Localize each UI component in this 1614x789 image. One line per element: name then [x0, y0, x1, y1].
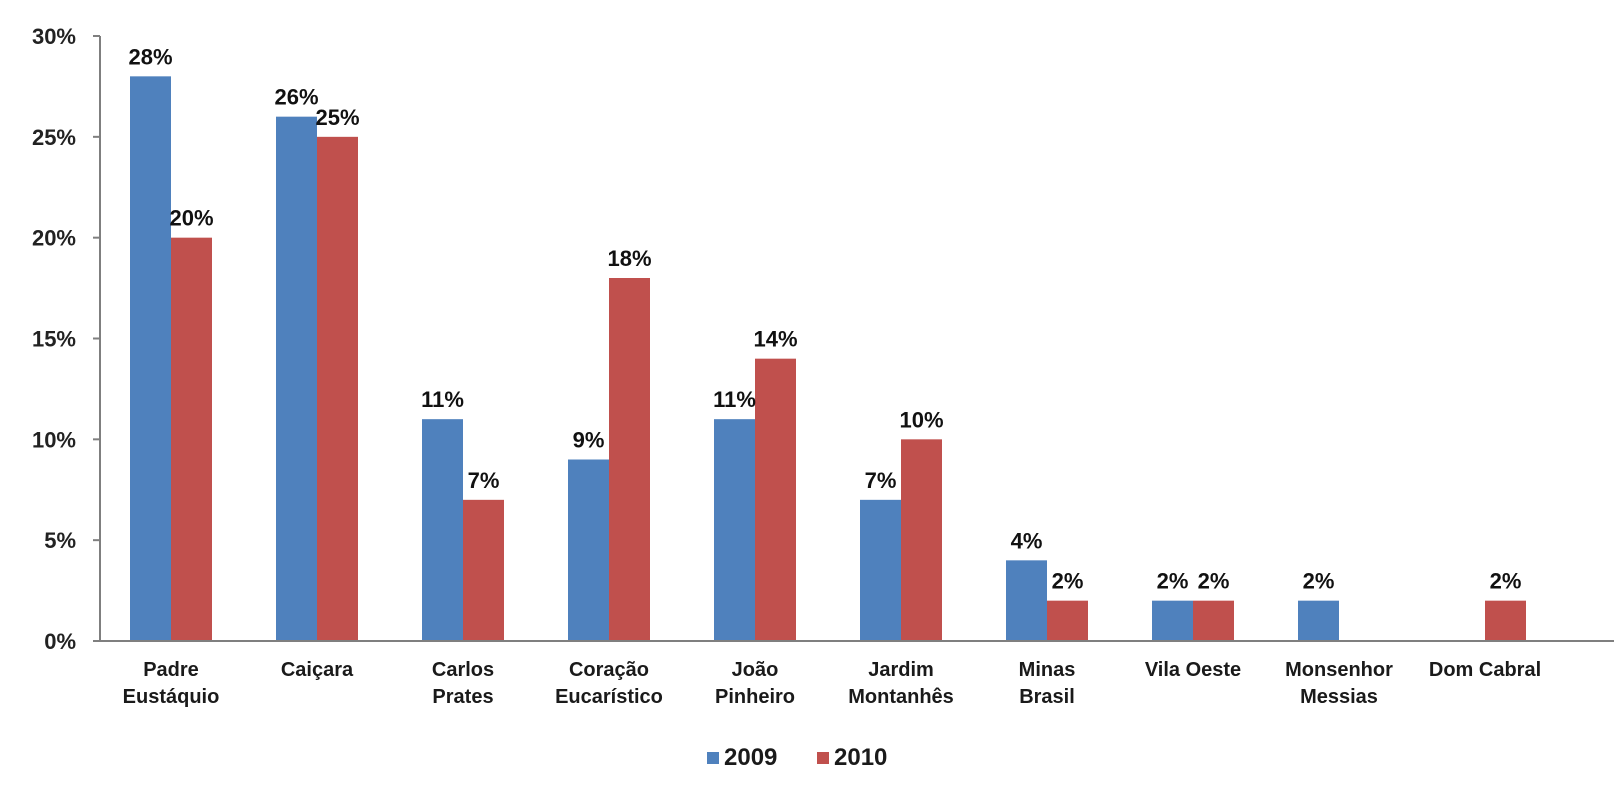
category-label: Messias [1300, 686, 1378, 708]
category-label: Eucarístico [555, 686, 663, 708]
category-label: Minas [1019, 659, 1076, 681]
y-tick-label: 30% [32, 24, 76, 49]
data-label-2009: 9% [573, 428, 605, 453]
bar-2009 [714, 419, 755, 641]
category-label: Carlos [432, 659, 494, 681]
bar-2010 [901, 439, 942, 641]
legend-label-2009: 2009 [724, 744, 777, 771]
category-label: Prates [432, 686, 493, 708]
bar-2010 [755, 358, 796, 641]
bar-2009 [568, 459, 609, 641]
bar-2009 [1006, 560, 1047, 641]
category-label: Montanhês [848, 686, 954, 708]
y-tick-label: 25% [32, 125, 76, 150]
data-label-2010: 7% [468, 468, 500, 493]
data-label-2010: 2% [1052, 569, 1084, 594]
y-tick-label: 20% [32, 226, 76, 251]
bar-2009 [276, 116, 317, 641]
data-label-2010: 18% [607, 246, 651, 271]
data-label-2010: 2% [1490, 569, 1522, 594]
category-label: Padre [143, 659, 199, 681]
legend-label-2010: 2010 [834, 744, 887, 771]
category-label: Coração [569, 659, 649, 681]
data-label-2009: 7% [865, 468, 897, 493]
bar-2009 [860, 499, 901, 641]
data-label-2009: 4% [1011, 528, 1043, 553]
legend: 2009 2010 [707, 744, 887, 771]
y-axis: 0% 5% 10% 15% 20% 25% 30% [32, 24, 101, 654]
bar-2010 [1193, 600, 1234, 641]
bar-2010 [317, 136, 358, 642]
bar-2009 [422, 419, 463, 641]
bar-2010 [463, 499, 504, 641]
bar-2009 [1152, 600, 1193, 641]
bars [130, 76, 1526, 642]
bar-2009 [130, 76, 171, 642]
category-label: Caiçara [281, 659, 354, 681]
bar-2010 [1485, 600, 1526, 641]
data-label-2010: 2% [1198, 569, 1230, 594]
data-label-2009: 2% [1303, 569, 1335, 594]
category-label: Jardim [868, 659, 934, 681]
data-label-2009: 2% [1157, 569, 1189, 594]
data-label-2009: 28% [128, 44, 172, 69]
category-label: Vila Oeste [1145, 659, 1241, 681]
category-label: Monsenhor [1285, 659, 1393, 681]
x-axis: Padre Eustáquio Caiçara Carlos Prates Coração… [100, 640, 1614, 708]
bar-2010 [1047, 600, 1088, 641]
y-tick-label: 0% [44, 629, 76, 654]
legend-swatch-2010 [817, 752, 829, 764]
y-tick-label: 15% [32, 327, 76, 352]
data-label-2009: 11% [421, 387, 464, 412]
data-label-2009: 11% [713, 387, 756, 412]
bar-2010 [171, 237, 212, 641]
y-tick-label: 5% [44, 528, 76, 553]
data-labels: 28% 20% 26%25% 11% 7% 9% 18% 11% 14% 7% 10% 4% 2% 2% 2… [128, 44, 1521, 593]
data-label-2009: 26% [274, 85, 318, 110]
category-label: Pinheiro [715, 686, 795, 708]
data-label-2010: 14% [753, 327, 797, 352]
category-label: Brasil [1019, 686, 1075, 708]
category-label: Eustáquio [123, 686, 220, 708]
category-label: Dom Cabral [1429, 659, 1541, 681]
y-tick-label: 10% [32, 427, 76, 452]
data-label-2010: 20% [169, 206, 213, 231]
data-label-2010: 10% [899, 407, 943, 432]
bar-2009 [1298, 600, 1339, 641]
bar-2010 [609, 278, 650, 641]
data-label-2010: 25% [315, 105, 359, 130]
legend-swatch-2009 [707, 752, 719, 764]
category-label: João [732, 659, 779, 681]
